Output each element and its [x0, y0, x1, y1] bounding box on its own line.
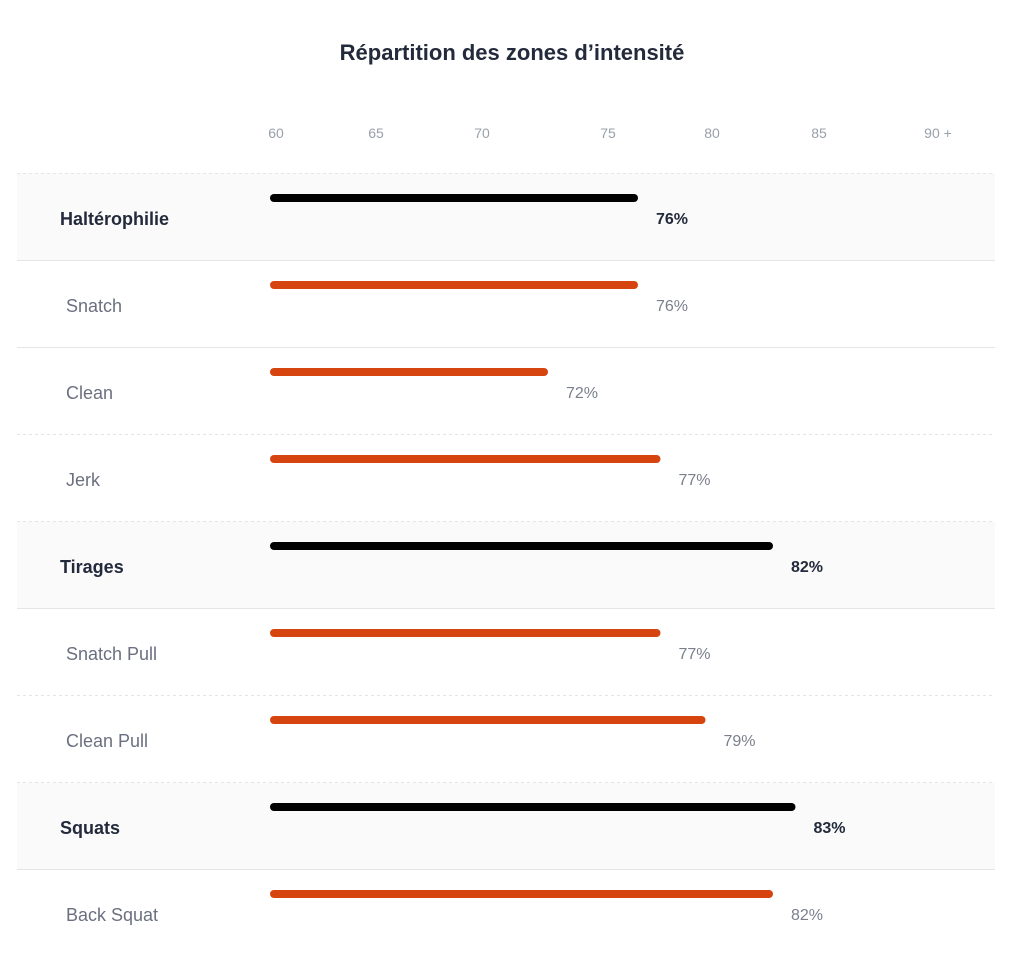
row-label: Squats — [60, 818, 120, 838]
bar-value-label: 76% — [656, 298, 688, 315]
row-label: Snatch — [66, 296, 122, 316]
row-label: Clean Pull — [66, 731, 148, 751]
exercise-row: Snatch Pull 77% — [17, 608, 995, 664]
exercise-row: Back Squat 82% — [17, 869, 995, 925]
row-label: Snatch Pull — [66, 644, 157, 664]
bar-value-label: 77% — [679, 646, 711, 663]
x-tick-label: 65 — [368, 125, 384, 141]
x-tick-label: 60 — [268, 125, 284, 141]
x-tick-label: 75 — [600, 125, 616, 141]
exercise-row: Clean Pull 79% — [17, 695, 995, 751]
category-row: Haltérophilie 76% — [17, 173, 995, 260]
x-tick-label: 70 — [474, 125, 490, 141]
exercise-row: Jerk 77% — [17, 434, 995, 490]
bar-value-label: 76% — [656, 211, 688, 228]
category-row: Tirages 82% — [17, 521, 995, 608]
bar-value-label: 82% — [791, 559, 823, 576]
row-label: Tirages — [60, 557, 124, 577]
category-row: Squats 83% — [17, 782, 995, 869]
chart-title: Répartition des zones d’intensité — [339, 40, 685, 65]
exercise-row: Clean 72% — [17, 347, 995, 403]
x-tick-label: 85 — [811, 125, 827, 141]
x-tick-label: 90 + — [924, 125, 952, 141]
x-tick-label: 80 — [704, 125, 720, 141]
row-label: Back Squat — [66, 905, 158, 925]
exercise-row: Snatch 76% — [17, 260, 995, 316]
bar-value-label: 72% — [566, 385, 598, 402]
bar-value-label: 79% — [724, 733, 756, 750]
row-label: Jerk — [66, 470, 101, 490]
row-background — [17, 521, 995, 608]
bar-value-label: 83% — [814, 820, 846, 837]
row-label: Haltérophilie — [60, 209, 169, 229]
row-label: Clean — [66, 383, 113, 403]
bar-value-label: 82% — [791, 907, 823, 924]
row-background — [17, 173, 995, 260]
bar-value-label: 77% — [679, 472, 711, 489]
row-background — [17, 782, 995, 869]
